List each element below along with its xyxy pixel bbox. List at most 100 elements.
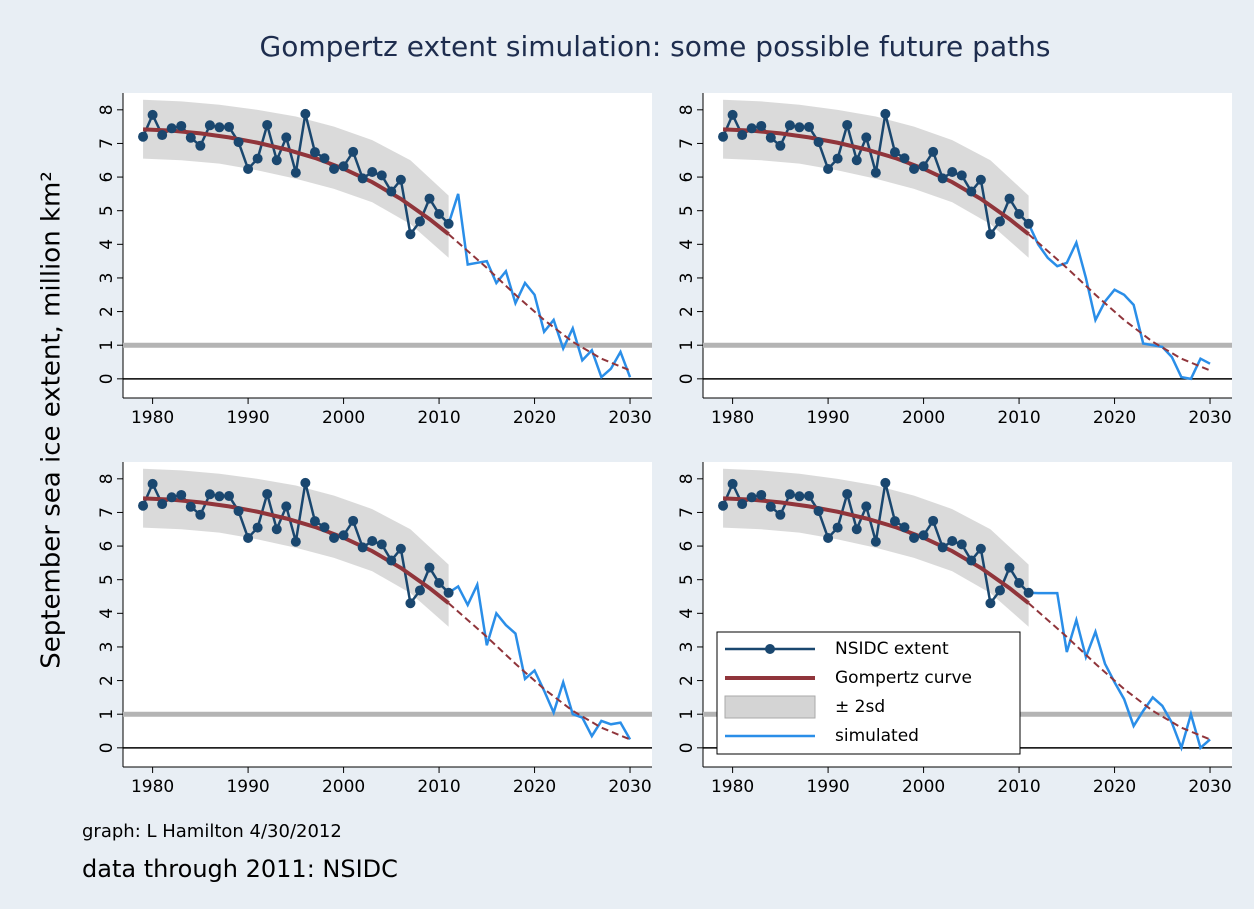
observed-point [252,153,263,164]
observed-point [309,147,320,158]
y-tick-label: 1 [97,340,117,351]
y-tick-label: 8 [97,104,117,115]
x-tick-label: 1980 [131,777,174,797]
observed-point [223,490,234,501]
observed-point [870,536,881,547]
gompertz-curve [722,127,1030,236]
x-tick-label: 1980 [131,408,174,428]
y-tick-label: 3 [677,642,697,653]
x-tick-label: 2000 [902,408,945,428]
observed-point [918,161,929,172]
observed-point [405,229,416,240]
observed-point [214,491,225,502]
observed-point [985,229,996,240]
observed-point [842,488,853,499]
y-tick-label: 0 [97,742,117,753]
y-tick-label: 2 [677,675,697,686]
x-tick-label: 2000 [902,777,945,797]
observed-point [405,598,416,609]
y-tick-label: 2 [677,306,697,317]
legend-label: ± 2sd [835,697,885,717]
observed-point [309,516,320,527]
observed-point [319,153,330,164]
y-tick-label: 1 [677,340,697,351]
y-tick-label: 3 [677,273,697,284]
observed-point [813,506,824,517]
observed-point [899,522,910,533]
observed-point [756,489,767,500]
note: data through 2011: NSIDC [82,855,398,883]
observed-point [376,170,387,181]
observed-point [803,121,814,132]
y-tick-label: 7 [97,138,117,149]
observed-point [746,492,757,503]
y-tick-label: 8 [677,473,697,484]
simulated-line [447,193,632,380]
y-tick-label: 4 [97,608,117,619]
observed-point [1023,587,1034,598]
observed-point [252,522,263,533]
observed-point [832,522,843,533]
observed-point [376,539,387,550]
observed-point [889,147,900,158]
observed-point [794,122,805,133]
gompertz-curve-projection [1027,602,1211,741]
observed-point [348,515,359,526]
x-tick-label: 1990 [806,777,849,797]
gompertz-curve [142,496,450,605]
observed-point [947,536,958,547]
observed-point [138,500,149,511]
y-tick-label: 8 [677,104,697,115]
observed-point [966,186,977,197]
observed-point [803,490,814,501]
x-tick-label: 2030 [608,777,651,797]
observed-point [975,174,986,185]
observed-point [271,524,282,535]
observed-point [918,530,929,541]
observed-point [851,524,862,535]
observed-point [784,120,795,131]
observed-point [166,492,177,503]
observed-point [985,598,996,609]
observed-point [842,119,853,130]
legend-symbol [724,695,816,719]
observed-point [994,585,1005,596]
observed-point [243,532,254,543]
y-tick-label: 4 [677,608,697,619]
observed-point [319,522,330,533]
observed-point [928,515,939,526]
y-tick-label: 4 [677,239,697,250]
y-tick-label: 6 [677,172,697,183]
observed-point [937,542,948,553]
observed-point [176,489,187,500]
observed-point [185,132,196,143]
observed-point [329,532,340,543]
observed-point [966,555,977,566]
observed-point [1004,562,1015,573]
x-tick-label: 2020 [513,408,556,428]
y-tick-label: 8 [97,473,117,484]
observed-point [937,173,948,184]
y-tick-label: 3 [97,273,117,284]
observed-point [147,109,158,120]
x-tick-label: 2000 [322,777,365,797]
observed-point [223,121,234,132]
simulated-line [447,580,632,741]
observed-point [1004,193,1015,204]
observed-point [157,499,168,510]
y-tick-label: 5 [97,205,117,216]
observed-point [138,131,149,142]
y-tick-label: 5 [677,205,697,216]
gompertz-curve [142,127,450,236]
observed-point [756,120,767,131]
observed-point [737,499,748,510]
observed-point [147,478,158,489]
observed-point [233,506,244,517]
observed-point [386,555,397,566]
observed-point [204,120,215,131]
y-tick-label: 7 [677,507,697,518]
observed-point [348,146,359,157]
observed-point [994,216,1005,227]
observed-point [290,167,301,178]
observed-point [956,170,967,181]
